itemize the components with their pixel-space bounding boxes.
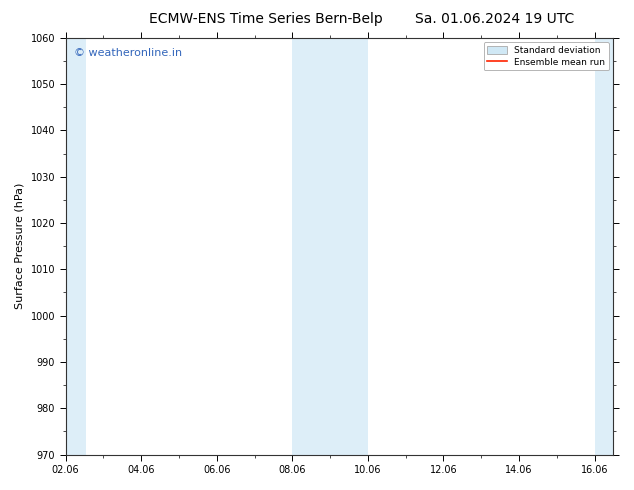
Y-axis label: Surface Pressure (hPa): Surface Pressure (hPa)	[15, 183, 25, 309]
Bar	[292, 38, 368, 455]
Text: © weatheronline.in: © weatheronline.in	[74, 48, 182, 58]
Text: ECMW-ENS Time Series Bern-Belp: ECMW-ENS Time Series Bern-Belp	[150, 12, 383, 26]
Bar	[65, 38, 86, 455]
Legend: Standard deviation, Ensemble mean run: Standard deviation, Ensemble mean run	[484, 42, 609, 71]
Text: Sa. 01.06.2024 19 UTC: Sa. 01.06.2024 19 UTC	[415, 12, 574, 26]
Bar	[595, 38, 614, 455]
